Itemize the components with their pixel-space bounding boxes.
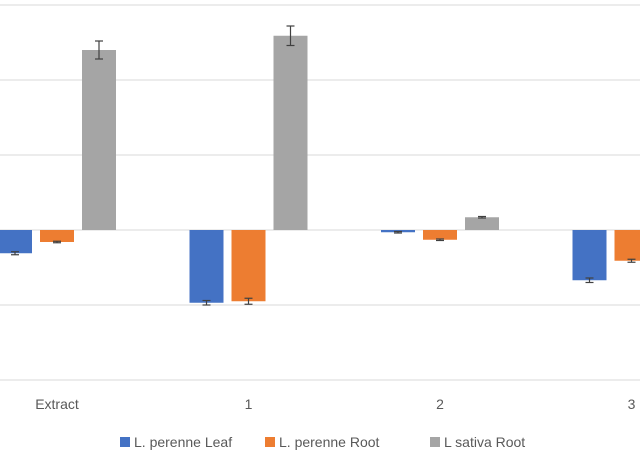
error-bar [202, 299, 211, 306]
x-tick-label: 2 [436, 396, 444, 412]
legend-label: L. perenne Root [279, 434, 380, 450]
bar [82, 50, 116, 230]
bar [40, 230, 74, 242]
bars [0, 25, 640, 306]
error-bar [95, 40, 103, 60]
error-bar [478, 215, 486, 219]
legend-label: L. perenne Leaf [134, 434, 232, 450]
x-axis-ticks: Extract 1 2 3 [35, 396, 635, 412]
x-tick-label: 1 [245, 396, 253, 412]
bar [273, 35, 308, 230]
legend-label: L sativa Root [444, 434, 525, 450]
legend-swatch [120, 437, 130, 447]
error-bar [53, 240, 61, 244]
legend-swatch [265, 437, 275, 447]
bar [423, 230, 457, 240]
error-bar [244, 297, 253, 305]
bar [572, 230, 607, 281]
x-tick-label: Extract [35, 396, 79, 412]
error-bar [11, 251, 19, 256]
error-bar [286, 25, 295, 47]
bar [0, 230, 32, 254]
legend-swatch [430, 437, 440, 447]
error-bar [436, 238, 444, 242]
error-bar [394, 230, 402, 234]
legend: L. perenne Leaf L. perenne Root L sativa R… [120, 434, 525, 450]
bar [231, 230, 266, 302]
x-tick-label: 3 [628, 396, 636, 412]
error-bar [627, 258, 636, 263]
bar [189, 230, 224, 303]
error-bar [585, 277, 594, 284]
bar [465, 217, 499, 230]
bar [614, 230, 640, 261]
